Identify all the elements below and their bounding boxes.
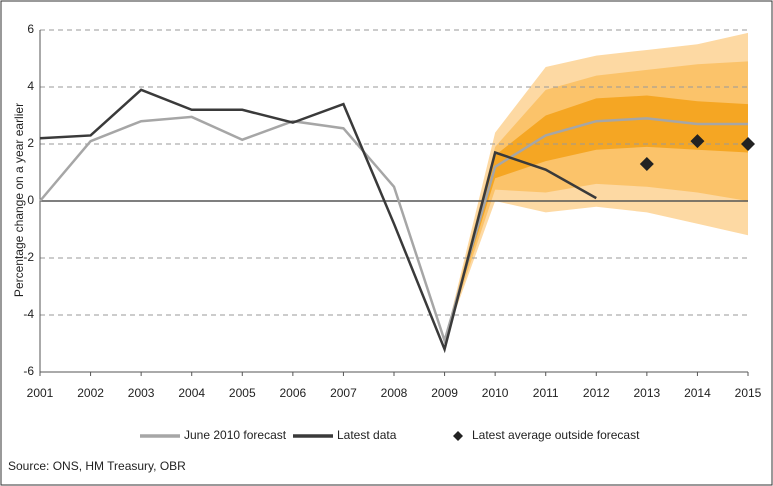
- line-series: [39, 115, 748, 345]
- x-tick-label: 2010: [482, 386, 509, 400]
- y-tick-label: 2: [27, 136, 34, 150]
- x-tick-label: 2007: [330, 386, 357, 400]
- y-tick-label: 4: [27, 79, 34, 93]
- x-tick-label: 2015: [735, 386, 762, 400]
- fan-band: [394, 95, 748, 341]
- x-tick-label: 2002: [77, 386, 104, 400]
- legend-swatch: [453, 431, 463, 441]
- y-tick-label: -6: [23, 364, 34, 378]
- x-tick-label: 2011: [533, 386, 559, 400]
- diamond-marker: [741, 137, 755, 151]
- x-tick-label: 2008: [381, 386, 408, 400]
- x-tick-label: 2003: [128, 386, 155, 400]
- x-tick-label: 2014: [684, 386, 711, 400]
- y-tick-label: 0: [27, 193, 34, 207]
- legend-label: June 2010 forecast: [184, 428, 287, 442]
- y-tick-label: 6: [27, 22, 34, 36]
- x-tick-label: 2013: [634, 386, 661, 400]
- legend-label: Latest average outside forecast: [472, 428, 640, 442]
- legend-label: Latest data: [337, 428, 397, 442]
- x-tick-label: 2006: [280, 386, 307, 400]
- x-tick-label: 2004: [178, 386, 205, 400]
- source-note: Source: ONS, HM Treasury, OBR: [8, 459, 186, 473]
- diamond-marker: [690, 134, 705, 149]
- line-series: [39, 88, 597, 354]
- x-tick-label: 2001: [27, 386, 54, 400]
- y-tick-label: -2: [23, 250, 34, 264]
- y-axis-label: Percentage change on a year earlier: [12, 103, 26, 297]
- diamond-marker: [639, 156, 654, 171]
- x-tick-label: 2009: [431, 386, 458, 400]
- x-tick-label: 2005: [229, 386, 256, 400]
- x-tick-label: 2012: [583, 386, 610, 400]
- y-tick-label: -4: [23, 307, 34, 321]
